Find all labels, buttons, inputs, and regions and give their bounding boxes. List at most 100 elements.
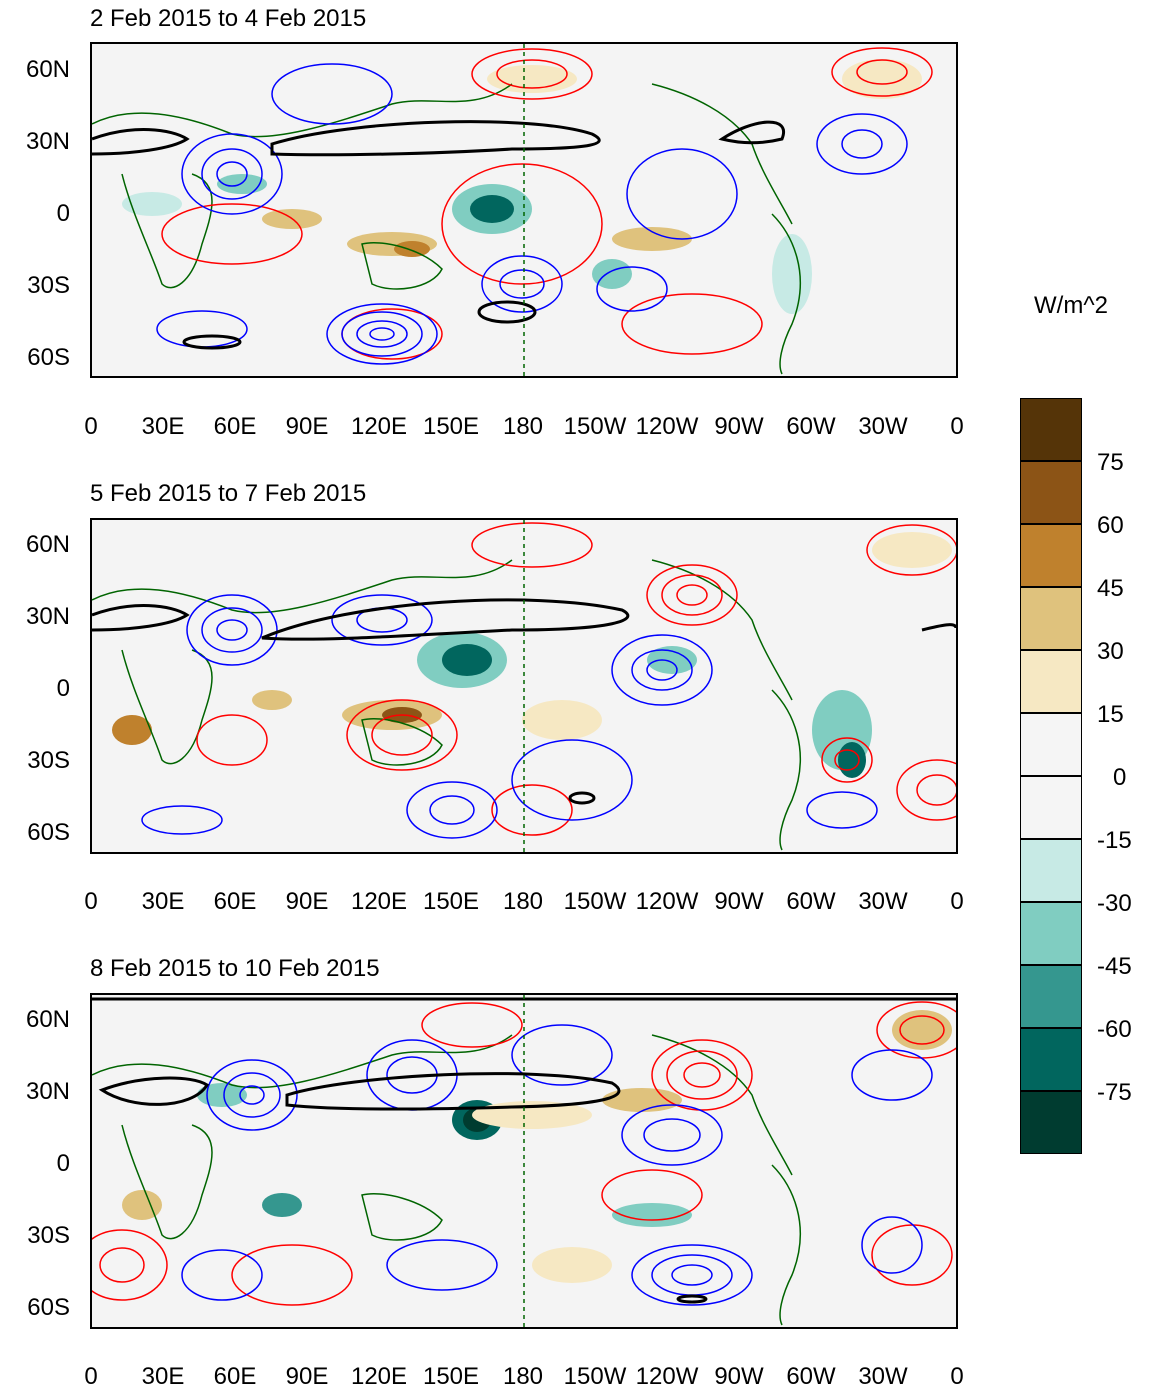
panel-1-map-graphics xyxy=(92,44,933,376)
colorbar-swatch xyxy=(1020,713,1082,776)
colorbar-label: 0 xyxy=(1113,764,1127,791)
panel-1-map xyxy=(90,42,958,378)
lon-label: 150E xyxy=(422,888,480,915)
lon-label: 150E xyxy=(422,1363,480,1390)
colorbar-swatch xyxy=(1020,650,1082,713)
panel-3-title: 8 Feb 2015 to 10 Feb 2015 xyxy=(90,955,380,982)
panel-3-map-graphics xyxy=(92,995,956,1327)
lon-label: 0 xyxy=(84,413,98,440)
panel-2-jet-contours xyxy=(92,598,956,805)
lon-label: 150E xyxy=(422,413,480,440)
panel-1-coastlines xyxy=(92,83,801,375)
colorbar-swatch xyxy=(1020,461,1082,524)
lat-label: 60S xyxy=(27,819,70,846)
lat-label: 60N xyxy=(25,531,70,558)
lon-label: 60W xyxy=(786,888,836,915)
panel-3-map xyxy=(90,993,958,1329)
colorbar-swatch xyxy=(1020,1091,1082,1154)
panel-3-olr-shading xyxy=(122,1010,952,1283)
colorbar-label: -75 xyxy=(1097,1079,1132,1106)
lon-label: 30E xyxy=(141,1363,185,1390)
lat-label: 0 xyxy=(56,1150,70,1177)
lon-label: 150W xyxy=(563,413,627,440)
panel-2-title: 5 Feb 2015 to 7 Feb 2015 xyxy=(90,480,367,507)
panel-2-positive-contours xyxy=(196,522,956,836)
lon-label: 180 xyxy=(502,1363,544,1390)
lon-label: 0 xyxy=(950,413,964,440)
panel-3-jet-contours xyxy=(92,997,956,1304)
lat-label: 30S xyxy=(27,272,70,299)
colorbar-label: 15 xyxy=(1097,701,1124,728)
colorbar-swatch xyxy=(1020,524,1082,587)
panel-2-map-graphics xyxy=(92,520,956,852)
colorbar-swatch xyxy=(1020,398,1082,461)
lon-label: 90E xyxy=(285,413,329,440)
panel-2-map xyxy=(90,518,958,854)
lon-label: 60E xyxy=(213,1363,257,1390)
lon-label: 120W xyxy=(635,413,699,440)
lon-label: 90W xyxy=(714,888,764,915)
lon-label: 150W xyxy=(563,1363,627,1390)
colorbar-label: 30 xyxy=(1097,638,1124,665)
panel-2-coastlines xyxy=(92,559,801,851)
lon-label: 0 xyxy=(950,1363,964,1390)
panel-3-positive-contours xyxy=(92,1001,956,1306)
colorbar-swatch xyxy=(1020,1028,1082,1091)
lon-label: 90W xyxy=(714,1363,764,1390)
lon-label: 30E xyxy=(141,413,185,440)
lon-label: 90E xyxy=(285,888,329,915)
lat-label: 30S xyxy=(27,747,70,774)
lon-label: 30W xyxy=(858,413,908,440)
lon-label: 60E xyxy=(213,413,257,440)
lon-label: 0 xyxy=(84,888,98,915)
lon-label: 90W xyxy=(714,413,764,440)
panel-1-title: 2 Feb 2015 to 4 Feb 2015 xyxy=(90,5,367,32)
colorbar-swatch xyxy=(1020,839,1082,902)
lon-label: 180 xyxy=(502,888,544,915)
colorbar-swatch xyxy=(1020,965,1082,1028)
lat-label: 0 xyxy=(56,675,70,702)
lon-label: 120E xyxy=(350,1363,408,1390)
panel-3-coastlines xyxy=(92,1034,801,1326)
lat-label: 60S xyxy=(27,344,70,371)
colorbar-label: 60 xyxy=(1097,512,1124,539)
lon-label: 30E xyxy=(141,888,185,915)
lat-label: 60S xyxy=(27,1294,70,1321)
lon-label: 120W xyxy=(635,1363,699,1390)
colorbar-swatch xyxy=(1020,776,1082,839)
lat-label: 30N xyxy=(25,603,70,630)
panel-2-olr-shading xyxy=(112,532,952,778)
lon-label: 120E xyxy=(350,413,408,440)
lat-label: 0 xyxy=(56,200,70,227)
colorbar-label: 45 xyxy=(1097,575,1124,602)
lat-label: 30N xyxy=(25,1078,70,1105)
lon-label: 120W xyxy=(635,888,699,915)
colorbar-label: -15 xyxy=(1097,827,1132,854)
lon-label: 30W xyxy=(858,888,908,915)
lon-label: 30W xyxy=(858,1363,908,1390)
lon-label: 60W xyxy=(786,1363,836,1390)
colorbar-swatch xyxy=(1020,902,1082,965)
lon-label: 60E xyxy=(213,888,257,915)
lat-label: 60N xyxy=(25,1006,70,1033)
lon-label: 120E xyxy=(350,888,408,915)
colorbar-label: 75 xyxy=(1097,449,1124,476)
lat-label: 30S xyxy=(27,1222,70,1249)
colorbar-label: -30 xyxy=(1097,890,1132,917)
panel-2-negative-contours xyxy=(141,594,878,839)
lon-label: 150W xyxy=(563,888,627,915)
lat-label: 60N xyxy=(25,56,70,83)
lat-label: 30N xyxy=(25,128,70,155)
lon-label: 60W xyxy=(786,413,836,440)
lon-label: 0 xyxy=(84,1363,98,1390)
panel-1-jet-contours xyxy=(92,120,786,350)
colorbar-label: -45 xyxy=(1097,953,1132,980)
colorbar-units: W/m^2 xyxy=(1034,292,1108,319)
panel-1-negative-contours xyxy=(156,63,908,365)
lon-label: 0 xyxy=(950,888,964,915)
lon-label: 180 xyxy=(502,413,544,440)
colorbar-label: -60 xyxy=(1097,1016,1132,1043)
panel-1-olr-shading xyxy=(122,59,922,314)
panel-1-positive-contours xyxy=(161,47,933,360)
lon-label: 90E xyxy=(285,1363,329,1390)
